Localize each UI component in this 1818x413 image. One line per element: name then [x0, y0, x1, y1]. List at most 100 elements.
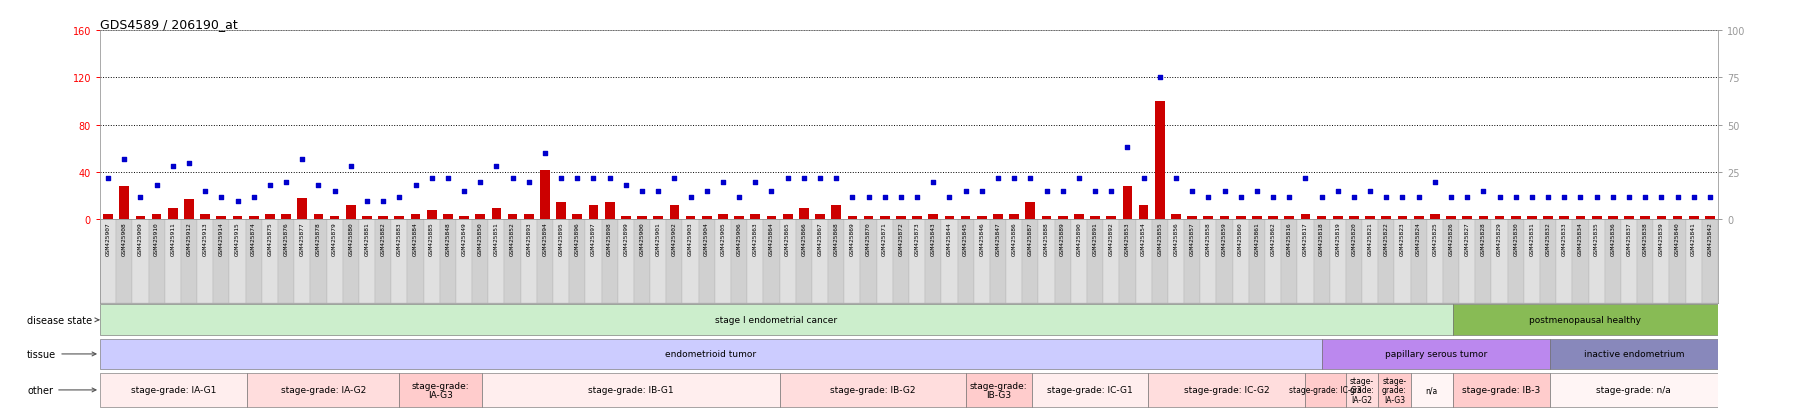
Text: GSM425914: GSM425914 [218, 222, 224, 255]
Text: GSM425866: GSM425866 [802, 222, 807, 255]
Bar [1151, 220, 1167, 303]
Bar [556, 202, 565, 220]
Point [191, 188, 220, 195]
Bar [151, 214, 162, 220]
Point [369, 198, 398, 204]
Bar [1167, 220, 1184, 303]
Bar [1187, 216, 1196, 220]
Bar [896, 216, 905, 220]
Point [564, 175, 593, 182]
Bar [1460, 220, 1474, 303]
Bar [298, 199, 307, 220]
Bar [278, 220, 295, 303]
Bar [1365, 216, 1374, 220]
Bar [1025, 202, 1034, 220]
Bar [1149, 373, 1305, 407]
Bar [767, 216, 776, 220]
Text: GSM425869: GSM425869 [849, 222, 854, 255]
Point [1502, 194, 1531, 201]
Bar [965, 373, 1033, 407]
Bar [653, 216, 664, 220]
Bar [444, 214, 453, 220]
Bar [1233, 220, 1249, 303]
Bar [1382, 216, 1391, 220]
Point [93, 175, 122, 182]
Text: GSM425847: GSM425847 [996, 222, 1000, 255]
Bar [100, 373, 247, 407]
Point [902, 194, 931, 201]
Text: GSM425906: GSM425906 [736, 222, 742, 255]
Text: stage-grade: IC-G1: stage-grade: IC-G1 [1047, 385, 1133, 394]
Bar [1236, 216, 1245, 220]
Bar [1282, 220, 1298, 303]
Text: GSM425892: GSM425892 [1109, 222, 1114, 255]
Text: GSM425818: GSM425818 [1320, 222, 1324, 255]
Bar [1685, 220, 1702, 303]
Bar [165, 220, 180, 303]
Text: GSM425903: GSM425903 [687, 222, 693, 255]
Bar [1091, 216, 1100, 220]
Text: GSM425859: GSM425859 [1222, 222, 1227, 255]
Bar [682, 220, 698, 303]
Bar [1507, 220, 1523, 303]
Text: stage-grade: IC-G3: stage-grade: IC-G3 [1289, 385, 1362, 394]
Bar [714, 220, 731, 303]
Bar [104, 214, 113, 220]
Text: GSM425834: GSM425834 [1578, 222, 1583, 255]
Text: stage-grade: IC-G2: stage-grade: IC-G2 [1184, 385, 1269, 394]
Text: GSM425882: GSM425882 [380, 222, 385, 255]
Text: GSM425820: GSM425820 [1351, 222, 1356, 255]
Point [822, 175, 851, 182]
Bar [362, 216, 373, 220]
Text: GSM425891: GSM425891 [1093, 222, 1098, 255]
Bar [1136, 220, 1153, 303]
Bar [989, 220, 1005, 303]
Bar [100, 305, 1453, 335]
Point [1274, 194, 1304, 201]
Point [255, 183, 284, 189]
Bar [958, 220, 974, 303]
Bar [1005, 220, 1022, 303]
Text: GSM425831: GSM425831 [1529, 222, 1534, 255]
Bar [1494, 216, 1505, 220]
Point [1598, 194, 1627, 201]
Bar [960, 216, 971, 220]
Point [693, 188, 722, 195]
Text: GSM425851: GSM425851 [494, 222, 498, 255]
Bar [1071, 220, 1087, 303]
Bar [1673, 216, 1682, 220]
Bar [1038, 220, 1054, 303]
Bar [1009, 214, 1020, 220]
Point [1469, 188, 1498, 195]
Bar [1474, 220, 1491, 303]
Bar [491, 208, 502, 220]
Point [709, 179, 738, 185]
Bar [400, 373, 482, 407]
Text: GSM425877: GSM425877 [300, 222, 305, 255]
Bar [734, 216, 744, 220]
Text: stage I endometrial cancer: stage I endometrial cancer [714, 316, 838, 325]
Bar [311, 220, 327, 303]
Text: postmenopausal healthy: postmenopausal healthy [1529, 316, 1642, 325]
Text: GSM425889: GSM425889 [1060, 222, 1065, 255]
Text: inactive endometrium: inactive endometrium [1583, 349, 1683, 358]
Bar [1636, 220, 1653, 303]
Bar [1204, 216, 1213, 220]
Text: stage-
grade:
IA-G2: stage- grade: IA-G2 [1349, 376, 1374, 404]
Bar [100, 339, 1322, 369]
Point [1420, 179, 1449, 185]
Bar [345, 206, 356, 220]
Bar [1378, 220, 1394, 303]
Point [449, 188, 478, 195]
Bar [1623, 216, 1634, 220]
Text: GSM425912: GSM425912 [187, 222, 191, 255]
Point [1162, 175, 1191, 182]
Text: stage-grade: IB-G2: stage-grade: IB-G2 [829, 385, 914, 394]
Bar [976, 216, 987, 220]
Bar [358, 220, 375, 303]
Bar [149, 220, 165, 303]
Bar [213, 220, 229, 303]
Bar [1560, 216, 1569, 220]
Point [838, 194, 867, 201]
Bar [764, 220, 780, 303]
